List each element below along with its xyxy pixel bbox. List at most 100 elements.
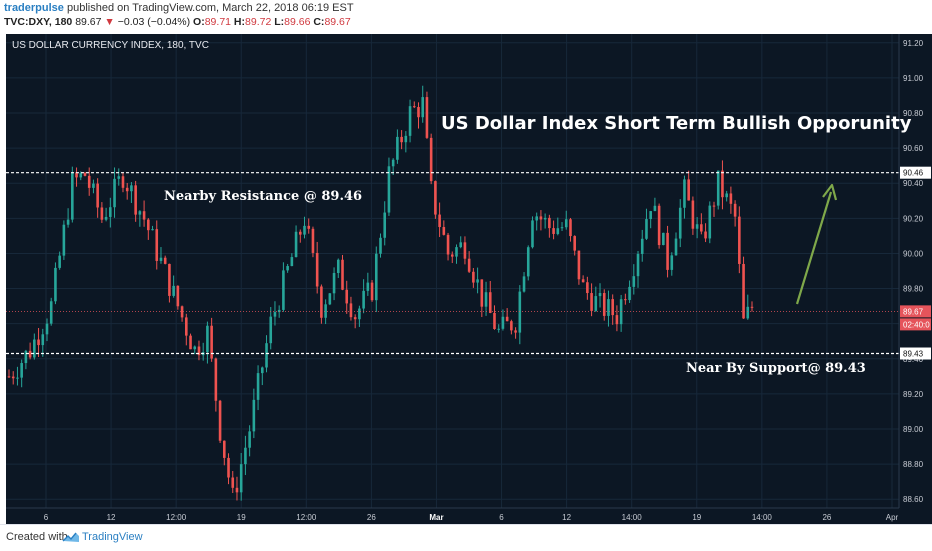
time-tick-label: 6 [44, 513, 49, 522]
candle-body [159, 257, 163, 261]
price-tag-bg [900, 318, 931, 331]
candle-body [598, 293, 602, 297]
candle-body [336, 259, 340, 273]
candle-body [62, 224, 66, 256]
price-tick-label: 89.20 [903, 390, 924, 399]
low-label: L: [274, 16, 285, 28]
candle-body [374, 253, 378, 301]
candle-body [180, 306, 184, 318]
candle-body [564, 219, 568, 228]
resistance-label: Nearby Resistance @ 89.46 [164, 189, 362, 204]
candle-body [370, 282, 374, 301]
candle-body [450, 254, 454, 257]
candle-body [733, 203, 737, 217]
candle-body [24, 350, 28, 364]
candle-body [577, 250, 581, 280]
plot-area[interactable] [6, 34, 899, 508]
price-tick-label: 90.40 [903, 179, 924, 188]
candle-body [535, 216, 538, 221]
candle-body [438, 214, 441, 228]
footer: Created with TradingView [0, 524, 932, 551]
candle-body [218, 400, 222, 441]
candle-body [142, 211, 146, 220]
candle-body [176, 285, 180, 307]
candle-body [332, 272, 336, 294]
candle-body [387, 166, 391, 213]
candle-body [193, 346, 197, 350]
candle-body [311, 228, 315, 253]
candle-body [138, 211, 142, 215]
candle-body [670, 255, 674, 270]
candle-body [244, 447, 247, 465]
candle-body [49, 301, 53, 324]
candle-body [265, 343, 268, 368]
candle-body [746, 306, 750, 319]
candle-body [539, 216, 543, 220]
candle-body [522, 276, 526, 292]
price-change: −0.03 (−0.04%) [117, 16, 191, 28]
candle-body [611, 299, 614, 316]
candle-body [691, 200, 695, 229]
candle-body [130, 185, 133, 192]
time-tick-label: Apr [886, 513, 899, 522]
price-chart[interactable]: 88.6088.8089.0089.2089.4089.6089.8090.00… [0, 34, 932, 524]
candle-body [125, 187, 129, 192]
candle-body [79, 173, 83, 178]
candle-body [28, 350, 32, 358]
candle-body [210, 325, 213, 359]
support-label: Near By Support@ 89.43 [686, 361, 866, 376]
candle-body [518, 291, 522, 333]
tradingview-logo-icon[interactable] [62, 529, 80, 545]
candle-body [104, 216, 108, 220]
candle-body [349, 303, 353, 318]
candle-body [109, 207, 112, 217]
high-value: 89.72 [245, 16, 272, 28]
price-tick-label: 90.00 [903, 249, 924, 258]
close-value: 89.67 [324, 16, 351, 28]
candle-body [505, 316, 509, 322]
time-tick-label: 26 [822, 513, 831, 522]
candle-body [11, 376, 15, 379]
price-tag-bg [900, 347, 931, 360]
candle-body [586, 282, 589, 294]
candle-body [214, 358, 218, 401]
candle-body [54, 267, 57, 302]
candle-body [117, 176, 121, 179]
candle-body [560, 227, 564, 229]
price-axis[interactable]: 88.6088.8089.0089.2089.4089.6089.8090.00… [898, 34, 932, 508]
candle-body [742, 263, 745, 319]
candle-body [383, 212, 387, 238]
candle-body [417, 106, 420, 118]
tradingview-brand[interactable]: TradingView [82, 531, 143, 543]
candle-body [412, 106, 416, 108]
candle-body [391, 159, 395, 167]
candle-body [556, 228, 560, 234]
candle-body [96, 183, 99, 208]
candle-body [92, 183, 95, 188]
candle-body [421, 97, 425, 118]
horizontal-lines [6, 172, 899, 355]
candle-body [328, 293, 332, 305]
candle-body [45, 323, 49, 335]
symbol-label[interactable]: TVC:DXY, 180 [4, 16, 73, 28]
chart-headline: US Dollar Index Short Term Bullish Oppor… [441, 113, 912, 134]
time-tick-label: 12 [562, 513, 571, 522]
time-tick-label: 14:00 [752, 513, 773, 522]
candle-body [41, 334, 45, 346]
candle-body [442, 227, 446, 235]
time-axis-bg [6, 508, 932, 524]
candle-body [526, 247, 530, 277]
publisher-name[interactable]: traderpulse [4, 2, 64, 14]
time-tick-label: 12 [107, 513, 116, 522]
created-with-text: Created with [6, 531, 68, 543]
candle-body [531, 220, 534, 248]
candle-body [636, 253, 640, 277]
candle-body [657, 205, 661, 246]
candle-body [607, 299, 610, 316]
time-axis[interactable]: 6 12 12:00 19 12:00 26 Mar 6 12 14:00 19 14:00 26 Apr [6, 507, 932, 524]
price-tag-label: 89.43 [903, 350, 924, 359]
price-tag-bg [900, 166, 931, 179]
candle-body [729, 193, 733, 204]
candle-body [408, 106, 412, 136]
price-tag-label: 89.67 [903, 307, 924, 316]
